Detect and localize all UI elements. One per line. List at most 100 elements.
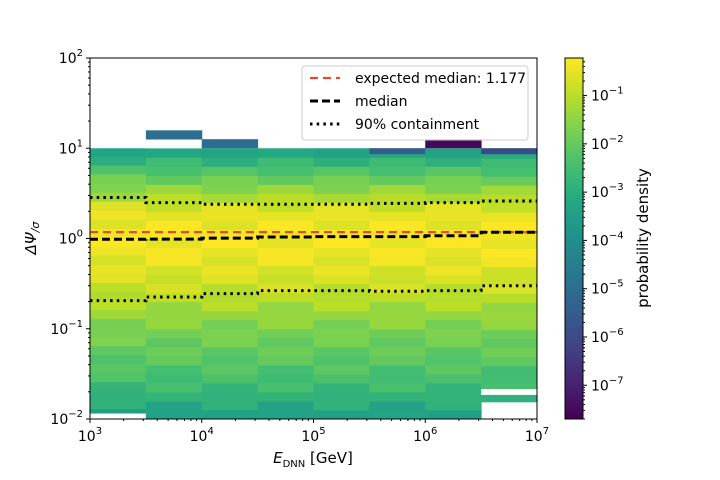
legend-box: [301, 65, 529, 141]
heatmap-cell: [90, 219, 147, 229]
heatmap-cell: [201, 193, 259, 203]
heatmap-cell: [425, 229, 482, 239]
heatmap-cell: [481, 365, 537, 376]
heatmap-cell: [369, 355, 426, 366]
heatmap-cell: [145, 193, 203, 203]
heatmap-cell: [313, 319, 370, 330]
heatmap-cell: [425, 193, 482, 203]
heatmap-cell: [369, 328, 426, 339]
heatmap-cell: [369, 364, 426, 375]
heatmap-cell: [425, 238, 482, 249]
heatmap-cell: [257, 337, 314, 348]
heatmap-cell: [201, 283, 259, 294]
heatmap-cell: [90, 174, 147, 184]
heatmap-cell: [481, 275, 537, 285]
heatmap-cell: [313, 364, 370, 375]
colorbar-tick-label: 10−1: [591, 86, 624, 105]
heatmap-cell: [201, 139, 259, 149]
heatmap-cell: [481, 347, 537, 358]
heatmap-cell: [90, 372, 147, 383]
heatmap-cell: [481, 212, 537, 222]
heatmap-cell: [425, 220, 482, 230]
heatmap-cell: [145, 265, 203, 276]
heatmap-cell: [145, 391, 203, 402]
heatmap-cell: [145, 310, 203, 321]
heatmap-cell: [201, 247, 259, 258]
heatmap-cell: [313, 400, 370, 411]
heatmap-cell: [425, 292, 482, 303]
heatmap-cell: [201, 211, 259, 221]
colorbar-tick-label: 10−4: [591, 230, 624, 249]
y-tick-label: 101: [59, 138, 83, 157]
heatmap-cell: [481, 356, 537, 367]
heatmap-cell: [313, 328, 370, 339]
x-tick-label: 107: [525, 426, 549, 445]
heatmap-cell: [90, 336, 147, 347]
heatmap-cell: [257, 238, 314, 249]
series-line-2-1: [90, 284, 537, 303]
heatmap-cell: [425, 310, 482, 321]
heatmap-cell: [369, 283, 426, 294]
heatmap-cell: [145, 166, 203, 176]
heatmap-cell: [145, 157, 203, 167]
colorbar: 10−1 10−2 10−3 10−4 10−5 10−6 10−7 probability…: [564, 57, 652, 420]
heatmap-cell: [145, 364, 203, 375]
heatmap-cell: [201, 310, 259, 321]
heatmap-cell: [145, 319, 203, 330]
heatmap-cell: [481, 176, 537, 186]
heatmap-cell: [257, 211, 314, 221]
heatmap-cell: [257, 364, 314, 375]
heatmap-cell: [481, 383, 537, 394]
series-line-2-0: [90, 196, 537, 206]
heatmap-cell: [145, 256, 203, 267]
heatmap-cell: [481, 392, 537, 403]
heatmap-cell: [425, 211, 482, 221]
heatmap-cell: [257, 310, 314, 321]
heatmap-cell: [313, 175, 370, 185]
heatmap-cell: [369, 157, 426, 167]
heatmap-cell: [145, 283, 203, 294]
heatmap-cell: [201, 238, 259, 249]
heatmap-cell: [313, 373, 370, 384]
heatmap-cell: [145, 202, 203, 212]
heatmap-cell: [369, 265, 426, 276]
series-line-1-0: [90, 230, 537, 241]
heatmap-cell: [201, 301, 259, 312]
heatmap-cell: [90, 381, 147, 392]
heatmap-cell: [201, 202, 259, 212]
colorbar-tick-label: 10−2: [591, 134, 624, 153]
heatmap-cell: [201, 256, 259, 267]
heatmap-cell: [90, 300, 147, 310]
heatmap-cell: [425, 382, 482, 393]
y-tick-label: 102: [59, 48, 83, 67]
heatmap-cell: [369, 256, 426, 267]
heatmap-cell: [481, 293, 537, 304]
heatmap-cell: [425, 391, 482, 402]
heatmap-cell: [369, 292, 426, 303]
heatmap-cell: [90, 282, 147, 292]
heatmap-cell: [481, 230, 537, 240]
heatmap-cell: [481, 311, 537, 322]
heatmap-cell: [369, 301, 426, 312]
x-tick-label: 105: [301, 426, 325, 445]
heatmap-cell: [481, 148, 537, 155]
colorbar-tick-label: 10−3: [591, 182, 624, 201]
heatmap-cell: [313, 157, 370, 167]
heatmap-cell: [90, 327, 147, 338]
heatmap-cell: [425, 400, 482, 411]
heatmap-cell: [313, 148, 370, 158]
heatmap-cell: [90, 318, 147, 328]
heatmap-cell: [201, 184, 259, 194]
colorbar-tick-label: 10−6: [591, 327, 624, 346]
heatmap-cell: [481, 320, 537, 331]
heatmap-cell: [201, 346, 259, 357]
heatmap-cell: [313, 193, 370, 203]
heatmap-cell: [257, 409, 314, 419]
heatmap-cell: [201, 364, 259, 375]
heatmap-cell: [425, 139, 482, 149]
y-tick-label: 10−2: [50, 409, 83, 428]
heatmap-cell: [257, 166, 314, 176]
colorbar-tick-label: 10−5: [591, 279, 624, 298]
heatmap-cell: [481, 257, 537, 267]
